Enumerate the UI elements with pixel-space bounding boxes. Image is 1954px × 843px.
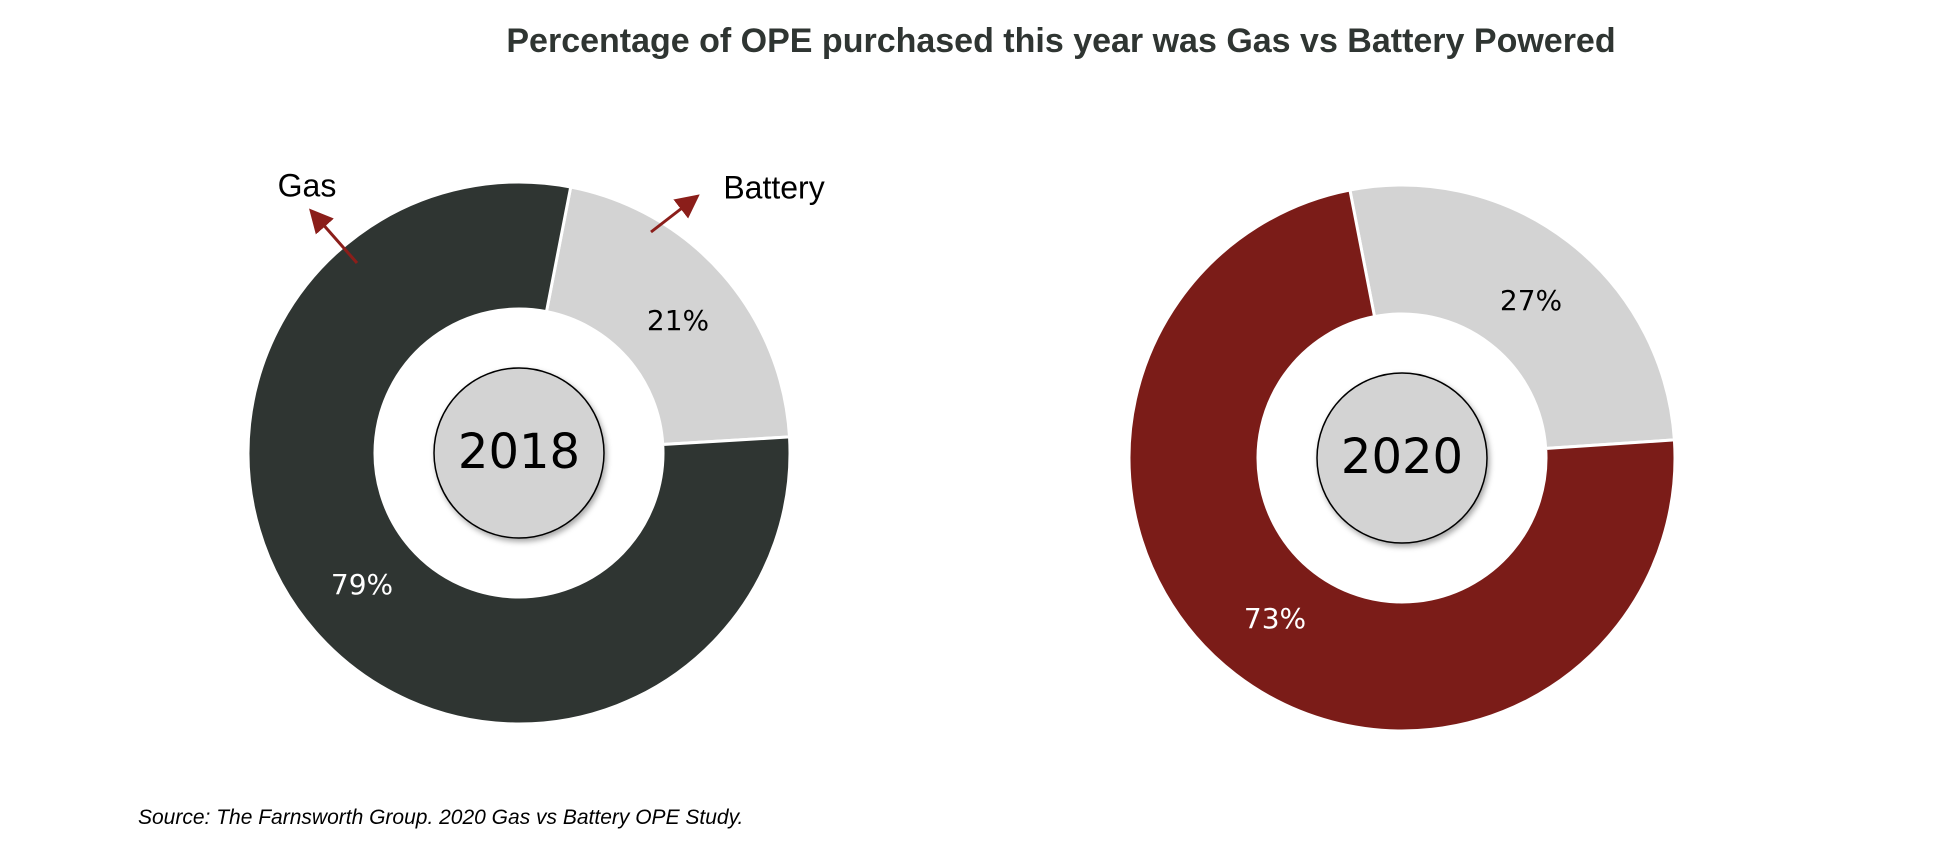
center-year-label: 2018 <box>458 424 580 480</box>
annotation-battery: Battery <box>723 169 824 205</box>
center-year-label: 2020 <box>1341 429 1463 485</box>
chart-title: Percentage of OPE purchased this year wa… <box>506 22 1616 60</box>
data-label-battery: 27% <box>1500 284 1562 317</box>
donut-2020: 27% 73% 2020 <box>1127 183 1677 733</box>
center-circle <box>1316 372 1488 544</box>
annotation-gas: Gas <box>278 167 337 203</box>
data-label-battery: 21% <box>647 304 709 337</box>
arrow-battery <box>650 194 700 234</box>
slice-gas <box>246 180 792 726</box>
source-note: Source: The Farnsworth Group. 2020 Gas v… <box>138 806 744 829</box>
donut-2018: 21% 79% 2018 Gas Battery <box>246 167 825 726</box>
data-label-gas: 73% <box>1244 602 1306 635</box>
slice-battery <box>1348 183 1676 451</box>
arrow-gas <box>309 208 359 264</box>
data-label-gas: 79% <box>331 568 393 601</box>
slice-gas <box>1127 188 1677 733</box>
slice-battery <box>544 185 792 447</box>
center-circle <box>433 367 605 539</box>
